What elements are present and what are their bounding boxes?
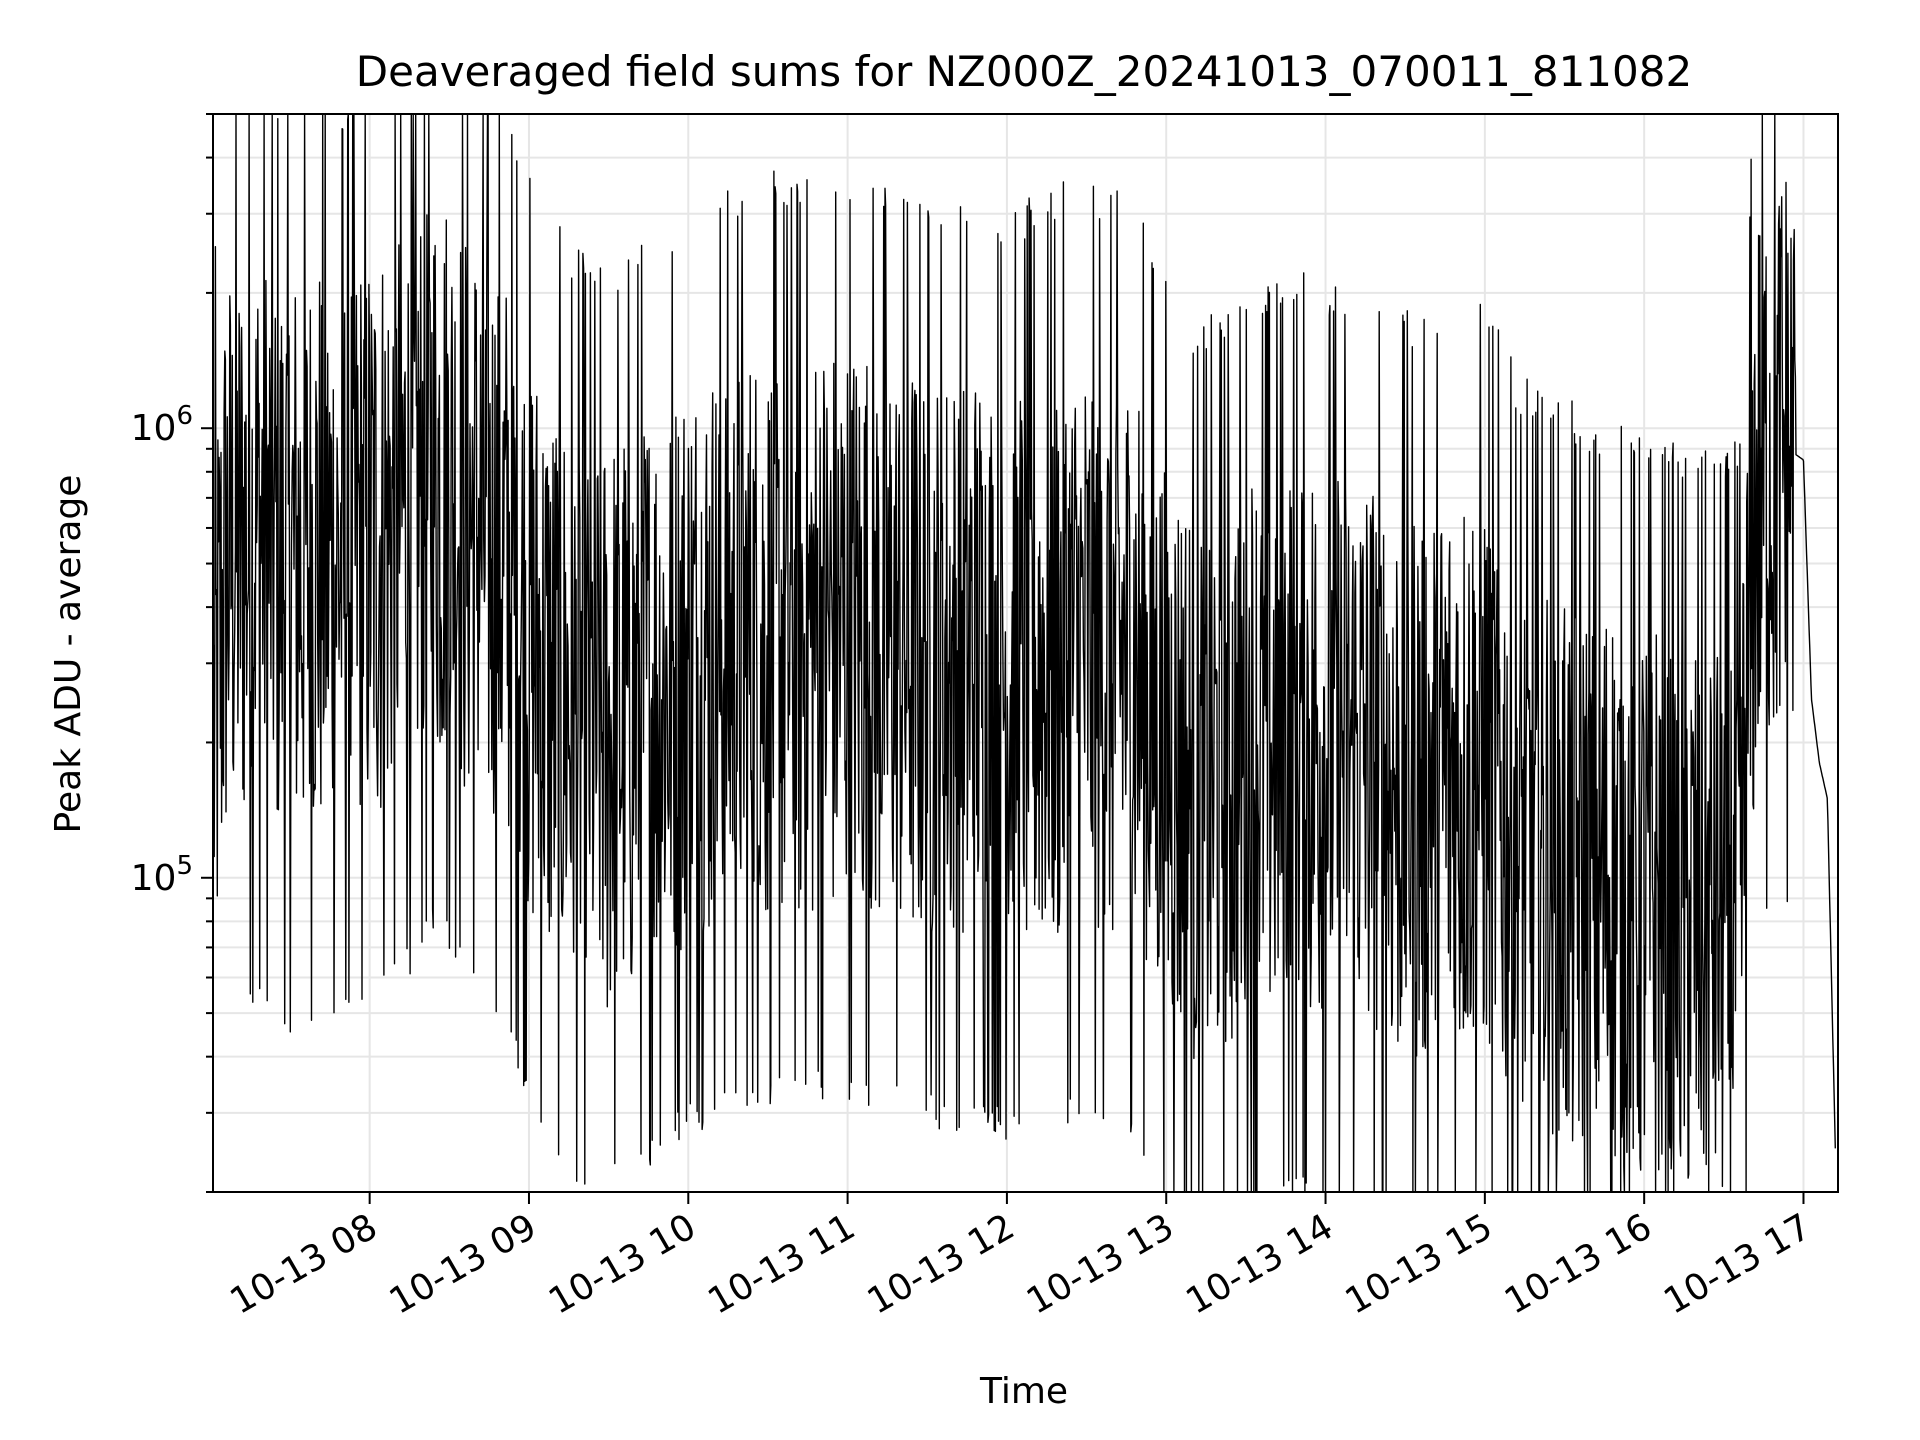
plot-frame: [212, 113, 1839, 1193]
y-axis-label: Peak ADU - average: [48, 475, 89, 834]
x-axis-label: Time: [979, 1371, 1068, 1412]
chart-title: Deaveraged field sums for NZ000Z_2024101…: [356, 47, 1692, 96]
y-axis: 105 106: [131, 113, 213, 1193]
y-tick-label: 106: [131, 401, 193, 449]
y-tick-label: 105: [131, 851, 193, 899]
series-line: [212, 113, 1836, 1193]
series-group: [212, 113, 1836, 1193]
